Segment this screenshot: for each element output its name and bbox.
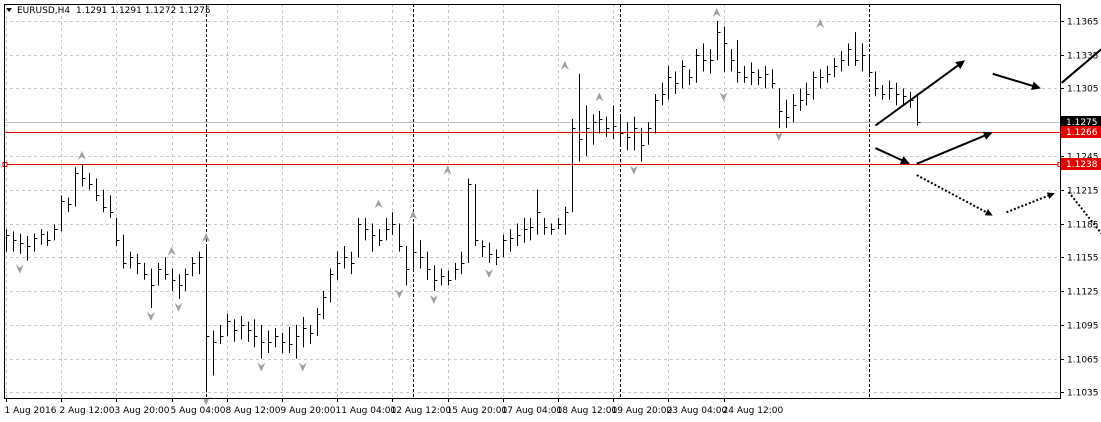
ohlc-bars — [6, 20, 921, 393]
x-tick-label: 2 Aug 12:00 — [60, 406, 115, 416]
x-tick-label: 9 Aug 20:00 — [281, 406, 336, 416]
fractal-down-icon — [298, 362, 307, 372]
price-tag-label: 1.1266 — [1066, 128, 1098, 138]
forecast-arrow-dotted[interactable] — [1067, 191, 1101, 294]
fractal-up-icon — [374, 199, 383, 209]
fractal-up-icon — [167, 246, 176, 256]
y-tick-label: 1.1065 — [1067, 356, 1099, 366]
price-tag-label: 1.1275 — [1066, 118, 1098, 128]
chart-header: EURUSD,H4 1.1291 1.1291 1.1272 1.1275 — [6, 6, 211, 16]
arrow-head-icon — [1046, 192, 1055, 200]
price-tag-label: 1.1238 — [1066, 160, 1098, 170]
y-tick-label: 1.1185 — [1067, 221, 1099, 231]
y-tick-label: 1.1155 — [1067, 254, 1099, 264]
x-tick-label: 3 Aug 20:00 — [115, 406, 170, 416]
ohlc-values: 1.1291 1.1291 1.1272 1.1275 — [76, 6, 211, 16]
fractal-up-icon — [443, 165, 452, 175]
x-tick-label: 19 Aug 20:00 — [612, 406, 673, 416]
y-tick-label: 1.1215 — [1067, 187, 1099, 197]
fractals — [15, 7, 825, 406]
arrow-head-icon — [955, 60, 966, 70]
fractal-down-icon — [202, 396, 211, 406]
price-tag — [1061, 126, 1101, 138]
y-tick-label: 1.1245 — [1067, 153, 1099, 163]
forecast-arrow-dotted[interactable] — [1006, 193, 1053, 214]
fractal-up-icon — [816, 19, 825, 29]
arrow-head-icon — [984, 209, 993, 216]
fractal-down-icon — [174, 302, 183, 312]
fractal-down-icon — [257, 362, 266, 372]
forecast-arrow-dotted[interactable] — [916, 174, 991, 216]
y-tick-label: 1.1335 — [1067, 52, 1099, 62]
fractal-up-icon — [712, 7, 721, 17]
fractal-down-icon — [15, 264, 24, 274]
y-tick-label: 1.1035 — [1067, 389, 1099, 399]
x-tick-label: 17 Aug 04:00 — [502, 406, 563, 416]
fractal-down-icon — [485, 269, 493, 279]
fractal-down-icon — [146, 311, 155, 321]
arrow-head-icon — [899, 156, 910, 165]
fractal-up-icon — [560, 60, 569, 70]
forecast-arrow-solid[interactable] — [992, 72, 1039, 89]
fractal-up-icon — [595, 92, 604, 102]
x-tick-label: 18 Aug 12:00 — [557, 406, 618, 416]
x-tick-label: 5 Aug 04:00 — [171, 406, 226, 416]
x-tick-label: 1 Aug 2016 — [5, 406, 57, 416]
x-tick-label: 12 Aug 12:00 — [391, 406, 452, 416]
forecast-arrow-solid[interactable] — [874, 61, 964, 127]
fractal-down-icon — [429, 295, 438, 305]
x-tick-label: 8 Aug 12:00 — [226, 406, 281, 416]
fractal-up-icon — [409, 210, 418, 220]
price-levels[interactable] — [2, 122, 1063, 167]
symbol-label: EURUSD,H4 — [17, 6, 70, 16]
y-tick-label: 1.1095 — [1067, 322, 1099, 332]
fractal-up-icon — [77, 150, 86, 160]
x-tick-label: 23 Aug 04:00 — [667, 406, 728, 416]
price-tag — [1061, 158, 1101, 170]
arrow-head-icon — [982, 131, 993, 140]
fractal-up-icon — [202, 233, 211, 243]
arrow-head-icon — [1031, 81, 1041, 90]
forecast-arrows[interactable] — [874, 19, 1101, 297]
fractal-down-icon — [395, 289, 404, 299]
fractal-down-icon — [774, 131, 783, 141]
triangle-down-icon[interactable] — [6, 8, 12, 12]
fractal-down-icon — [719, 92, 728, 102]
chart-frame — [4, 4, 1061, 399]
x-tick-label: 15 Aug 20:00 — [447, 406, 508, 416]
y-tick-label: 1.1305 — [1067, 85, 1099, 95]
price-tag — [1061, 116, 1101, 128]
axes: 1.1365 1.1335 1.1305 1.1245 1.1215 1.1185 1.11… — [4, 4, 1099, 416]
y-tick-label: 1.1125 — [1067, 288, 1099, 298]
fractal-down-icon — [629, 165, 638, 175]
x-tick-label: 11 Aug 04:00 — [336, 406, 397, 416]
x-tick-label: 24 Aug 12:00 — [723, 406, 784, 416]
forecast-arrow-solid[interactable] — [916, 132, 991, 165]
forecast-arrow-solid[interactable] — [1061, 21, 1101, 84]
grid — [4, 4, 1060, 398]
y-tick-label: 1.1365 — [1067, 18, 1099, 28]
